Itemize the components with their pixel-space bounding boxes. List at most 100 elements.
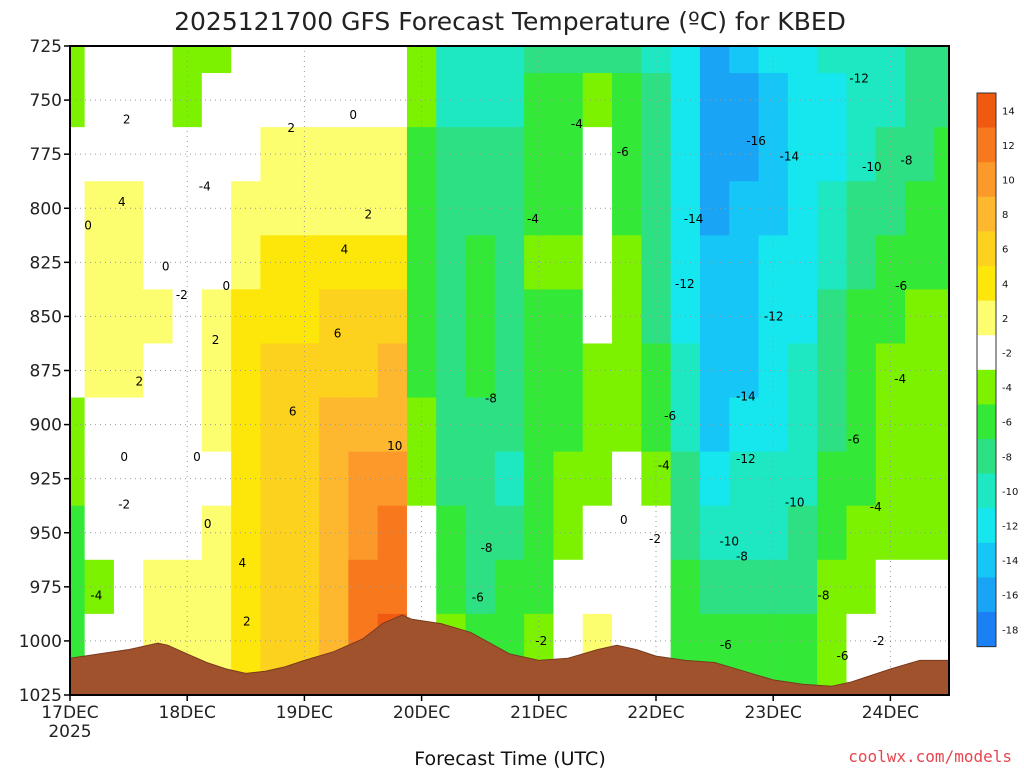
temperature-cell [143, 559, 174, 615]
contour-label: -4 [527, 212, 539, 226]
temperature-cell [670, 46, 701, 74]
contour-label: 0 [120, 450, 128, 464]
colorbar-label: 4 [1002, 279, 1008, 290]
temperature-cell [846, 127, 877, 182]
temperature-cell [699, 73, 730, 128]
temperature-cell [699, 397, 730, 453]
temperature-cell [436, 73, 467, 128]
temperature-cell [729, 127, 760, 182]
temperature-cell [348, 505, 379, 561]
temperature-cell [201, 181, 232, 236]
temperature-cell [934, 505, 949, 561]
temperature-cell [846, 235, 877, 290]
temperature-cell [172, 73, 203, 128]
temperature-cell [612, 451, 642, 507]
temperature-cell [377, 505, 408, 561]
temperature-cell [934, 451, 949, 507]
temperature-cell [406, 127, 437, 182]
contour-label: 6 [334, 327, 342, 341]
temperature-cell [70, 343, 86, 399]
temperature-cell [143, 451, 174, 507]
temperature-cell [934, 559, 949, 615]
temperature-cell [787, 343, 818, 399]
temperature-cell [143, 127, 174, 182]
temperature-cell [319, 559, 349, 615]
contour-label: -14 [736, 389, 756, 403]
y-tick-label: 750 [30, 91, 62, 111]
contour-label: -4 [90, 588, 102, 602]
temperature-cell [553, 451, 584, 507]
temperature-cell [524, 505, 555, 561]
chart-title: 2025121700 GFS Forecast Temperature (ºC)… [174, 7, 846, 36]
contour-label: -6 [617, 145, 629, 159]
temperature-cell [319, 73, 349, 128]
y-axis: 725 750 775 800 825 850 875 900 925 950 975 1000 102… [19, 37, 70, 706]
temperature-cell [729, 397, 760, 453]
temperature-cell [553, 397, 584, 453]
temperature-cell [729, 451, 760, 507]
temperature-cell [494, 397, 525, 453]
temperature-cell [406, 46, 437, 74]
temperature-cell [231, 397, 262, 453]
colorbar-label: -2 [1002, 349, 1012, 360]
temperature-cell [846, 343, 877, 399]
temperature-cell [84, 127, 115, 182]
temperature-cell [113, 289, 144, 345]
temperature-cell [231, 451, 262, 507]
x-tick-label: 18DEC [159, 703, 216, 723]
temperature-cell [436, 127, 467, 182]
temperature-cell [787, 451, 818, 507]
temperature-cell [231, 235, 262, 290]
temperature-cell [846, 46, 877, 74]
colorbar-label: 6 [1002, 245, 1008, 256]
temperature-cell [553, 46, 584, 74]
temperature-cell [612, 343, 642, 399]
temperature-cell [846, 289, 877, 345]
temperature-cell [377, 559, 408, 615]
contour-label: -4 [199, 180, 211, 194]
temperature-cell [787, 289, 818, 345]
contour-label: -8 [736, 550, 748, 564]
temperature-cell [553, 235, 584, 290]
contour-label: 4 [341, 242, 349, 256]
temperature-cell [231, 505, 262, 561]
contour-label: 2 [123, 113, 131, 127]
temperature-cell [70, 235, 86, 290]
temperature-cell [758, 46, 789, 74]
y-tick-label: 1000 [19, 632, 62, 652]
temperature-cell [641, 235, 672, 290]
contour-label: 0 [84, 219, 92, 233]
temperature-cell [612, 127, 642, 182]
colorbar-swatch [977, 196, 996, 232]
contour-label: 0 [349, 108, 357, 122]
temperature-cell [231, 46, 262, 74]
temperature-cell [699, 559, 730, 615]
contour-label: -8 [901, 154, 913, 168]
temperature-cell [436, 181, 467, 236]
temperature-cell [289, 559, 320, 615]
temperature-cell [787, 397, 818, 453]
credit-link[interactable]: coolwx.com/models [848, 747, 1012, 766]
temperature-cell [934, 73, 949, 128]
temperature-cell [172, 397, 203, 453]
temperature-cell [494, 289, 525, 345]
temperature-cell [524, 127, 555, 182]
temperature-cell [934, 289, 949, 345]
temperature-cell [143, 235, 174, 290]
temperature-cell [406, 181, 437, 236]
temperature-cell [113, 46, 144, 74]
temperature-cell [172, 46, 203, 74]
temperature-cell [524, 46, 555, 74]
temperature-cell [201, 46, 232, 74]
temperature-cell [934, 343, 949, 399]
temperature-cell [699, 451, 730, 507]
temperature-cell [787, 613, 818, 695]
colorbar-label: -6 [1002, 418, 1012, 429]
y-tick-label: 950 [30, 524, 62, 544]
temperature-cell [348, 181, 379, 236]
temperature-cell [84, 235, 115, 290]
temperature-cell [817, 613, 848, 695]
contour-label: -8 [481, 541, 493, 555]
contour-label: 2 [365, 208, 373, 222]
temperature-cell [70, 181, 86, 236]
